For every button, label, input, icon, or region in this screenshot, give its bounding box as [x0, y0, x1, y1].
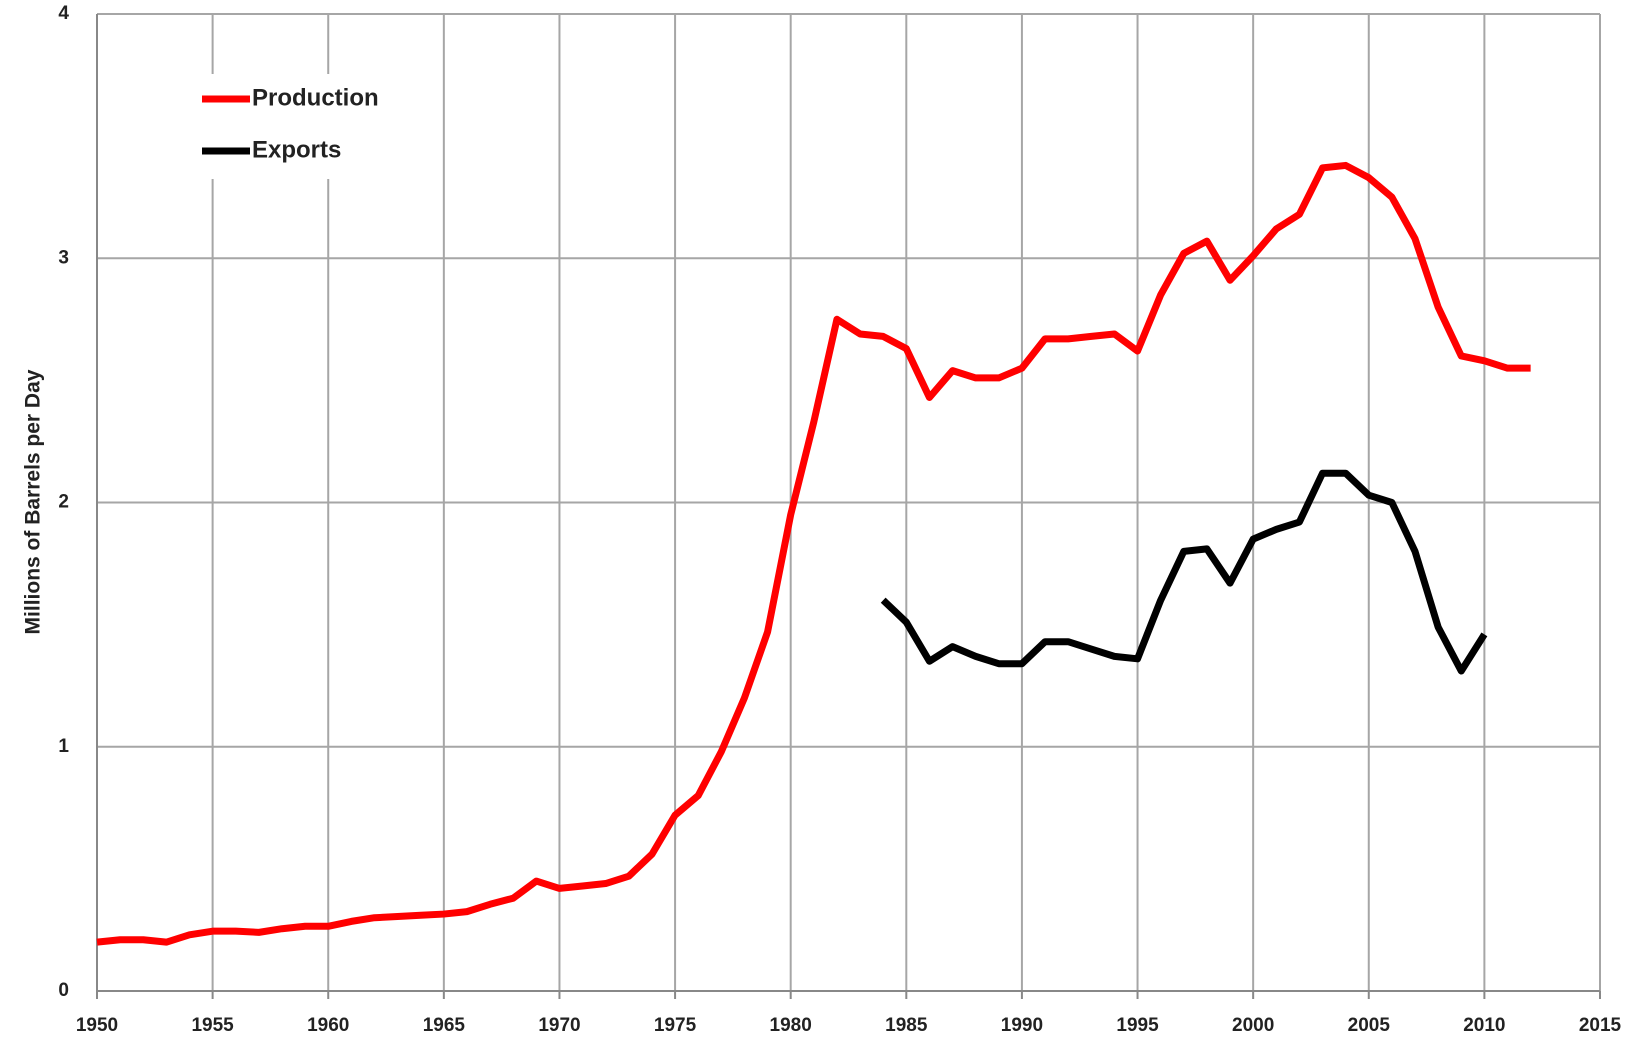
x-tick-label: 1950 [76, 1015, 118, 1036]
x-tick-label: 1970 [538, 1015, 580, 1036]
x-tick-label: 1955 [191, 1015, 234, 1036]
y-tick-label: 2 [58, 492, 69, 513]
x-tick-label: 1980 [770, 1015, 812, 1036]
series-line [880, 469, 1488, 675]
y-tick-label: 1 [58, 736, 69, 757]
y-tick-label: 0 [58, 980, 69, 1001]
x-tick-label: 2000 [1232, 1015, 1274, 1036]
x-tick-label: 2010 [1463, 1015, 1505, 1036]
legend-label: Production [252, 84, 379, 111]
x-tick-label: 1995 [1116, 1015, 1159, 1036]
y-axis-label: Millions of Barrels per Day [22, 369, 45, 634]
x-tick-label: 1985 [885, 1015, 928, 1036]
x-tick-label: 1990 [1001, 1015, 1043, 1036]
y-tick-label: 4 [58, 3, 69, 24]
x-tick-label: 2005 [1348, 1015, 1391, 1036]
y-tick-label: 3 [58, 247, 69, 268]
series-line [96, 161, 1531, 946]
x-tick-label: 1975 [654, 1015, 697, 1036]
x-tick-label: 1965 [423, 1015, 466, 1036]
x-tick-label: 1960 [307, 1015, 349, 1036]
legend-label: Exports [252, 136, 341, 163]
x-tick-label: 2015 [1579, 1015, 1622, 1036]
legend-box [194, 74, 399, 179]
